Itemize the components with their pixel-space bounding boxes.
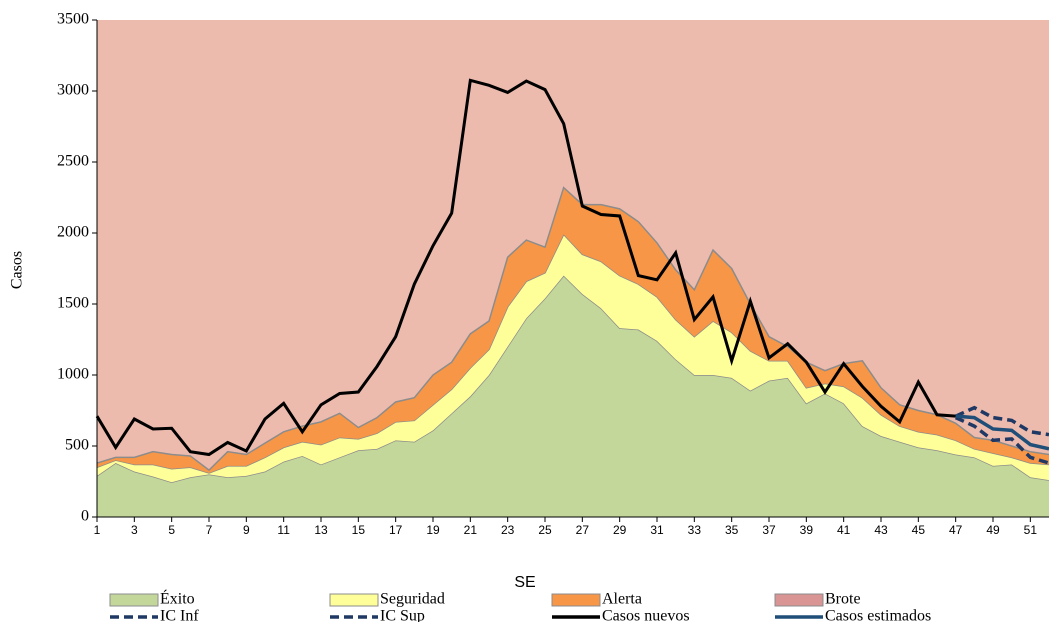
x-tick-label: 35: [725, 523, 739, 537]
series-line: [955, 414, 1049, 451]
legend-swatch: [109, 593, 159, 607]
legend-label: Brote: [825, 591, 861, 608]
area: [97, 234, 1049, 483]
x-tick-label: 47: [949, 523, 963, 537]
x-tick-label: 11: [277, 523, 290, 537]
x-tick-label: 9: [243, 523, 250, 537]
x-tick-label: 25: [538, 523, 552, 537]
legend-swatch: [774, 593, 824, 607]
x-tick-label: 51: [1024, 523, 1038, 537]
y-tick-label: 500: [65, 437, 89, 454]
legend-swatch: [329, 593, 379, 607]
x-tick-label: 1: [94, 523, 101, 537]
y-tick-label: 2000: [57, 224, 89, 241]
x-tick-label: 15: [352, 523, 366, 537]
x-tick-label: 7: [206, 523, 213, 537]
y-tick-label: 1000: [57, 366, 89, 383]
legend-label: IC Sup: [380, 608, 425, 622]
y-tick-label: 3000: [57, 82, 89, 99]
series-line: [954, 416, 1049, 465]
x-tick-label: 17: [389, 523, 403, 537]
x-tick-label: 21: [464, 523, 478, 537]
x-tick-label: 43: [874, 523, 888, 537]
series-line: [95, 78, 956, 457]
legend-label: Éxito: [160, 589, 195, 608]
x-tick-label: 41: [837, 523, 851, 537]
series-line: [954, 405, 1049, 437]
legend-label: Casos estimados: [825, 608, 931, 622]
y-tick-label: 1500: [57, 295, 89, 312]
y-tick-label: 0: [81, 508, 89, 525]
y-tick-label: 2500: [57, 153, 89, 170]
x-tick-label: 37: [762, 523, 776, 537]
x-tick-label: 5: [168, 523, 175, 537]
x-tick-label: 33: [688, 523, 702, 537]
x-tick-label: 27: [576, 523, 590, 537]
area-edge: [96, 186, 1049, 472]
x-tick-label: 13: [314, 523, 328, 537]
y-axis-label: Casos: [9, 251, 26, 289]
legend-swatch: [551, 593, 601, 607]
legend-label: Seguridad: [380, 591, 445, 608]
x-tick-label: 3: [131, 523, 138, 537]
x-tick-label: 19: [426, 523, 440, 537]
x-tick-label: 29: [613, 523, 627, 537]
y-tick-label: 3500: [57, 11, 89, 28]
x-tick-label: 39: [800, 523, 814, 537]
x-axis-label: SE: [514, 574, 535, 591]
area: [97, 275, 1049, 517]
x-tick-label: 49: [986, 523, 1000, 537]
x-tick-label: 31: [650, 523, 664, 537]
x-tick-label: 45: [912, 523, 926, 537]
legend-label: Casos nuevos: [602, 608, 690, 622]
x-tick-label: 23: [501, 523, 515, 537]
legend-label: Alerta: [602, 591, 642, 608]
legend-label: IC Inf: [160, 608, 199, 622]
